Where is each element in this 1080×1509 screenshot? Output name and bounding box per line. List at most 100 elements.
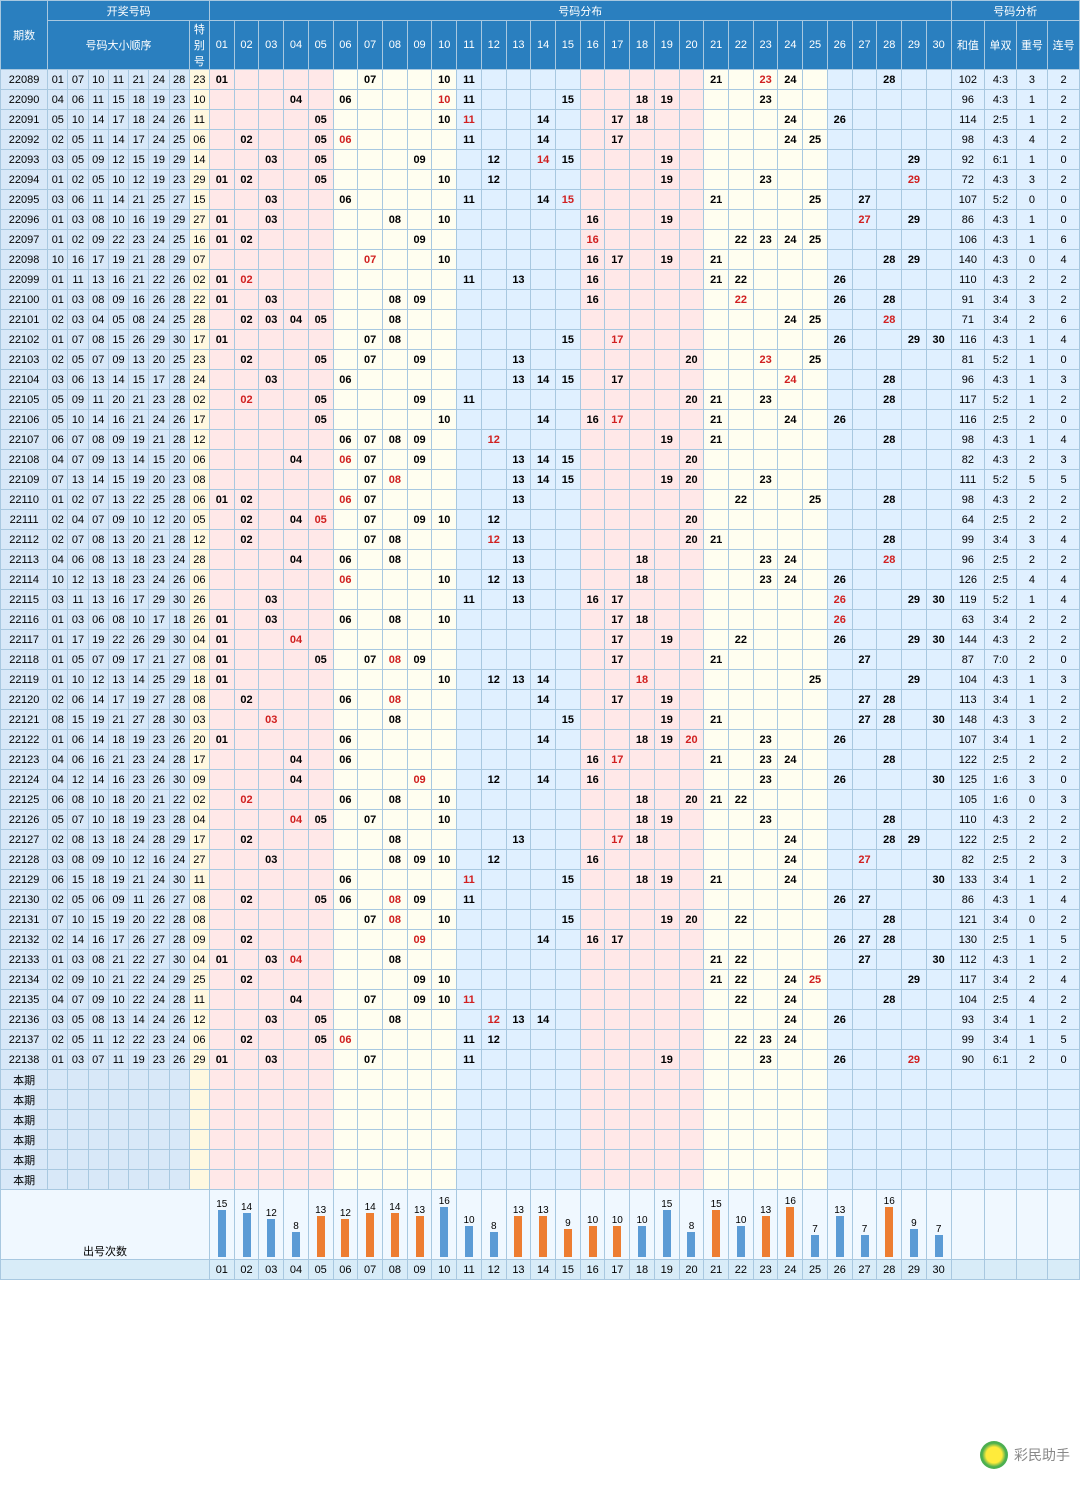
cell-rep: 1 — [1016, 870, 1047, 890]
cell-dist — [902, 370, 927, 390]
cell-dist: 17 — [605, 590, 630, 610]
cell-dist — [284, 710, 309, 730]
cell-rep: 1 — [1016, 430, 1047, 450]
cell-dist — [778, 670, 803, 690]
cell-dist: 03 — [259, 310, 284, 330]
cell-dist — [234, 550, 259, 570]
cell-dist — [729, 470, 754, 490]
cell-oe: 4:3 — [985, 210, 1016, 230]
cell-dist — [457, 970, 482, 990]
cell-dist — [852, 550, 877, 570]
cell-dist — [308, 550, 333, 570]
cell-con: 2 — [1048, 870, 1080, 890]
cell-winn: 09 — [68, 390, 88, 410]
cell-dist: 07 — [358, 810, 383, 830]
cell-dist: 05 — [308, 810, 333, 830]
cell-dist — [926, 730, 951, 750]
data-row: 2212108151921272830030308151921272830148… — [1, 710, 1080, 730]
cell-period: 22102 — [1, 330, 48, 350]
cell-dist: 16 — [580, 270, 605, 290]
cell-dist — [852, 430, 877, 450]
cell-dist: 02 — [234, 350, 259, 370]
cell-dist: 26 — [827, 270, 852, 290]
cell-dist — [531, 570, 556, 590]
cell-dist — [605, 730, 630, 750]
cell-dist: 11 — [457, 590, 482, 610]
cell-dist — [803, 550, 828, 570]
freq-cell: 14 — [382, 1190, 407, 1260]
cell-winn: 24 — [149, 230, 169, 250]
cell-winn: 10 — [88, 810, 108, 830]
freq-cell: 13 — [506, 1190, 531, 1260]
cell-con: 3 — [1048, 670, 1080, 690]
cell-dist — [382, 630, 407, 650]
cell-dist — [877, 190, 902, 210]
cell-dist — [704, 490, 729, 510]
cell-dist — [877, 1030, 902, 1050]
cell-rep: 4 — [1016, 990, 1047, 1010]
cell-dist — [803, 950, 828, 970]
th-analysis: 号码分析 — [951, 1, 1079, 21]
cell-winn: 16 — [88, 750, 108, 770]
cell-dist — [877, 730, 902, 750]
cell-dist: 08 — [382, 850, 407, 870]
cell-dist — [630, 170, 655, 190]
cell-dist — [457, 210, 482, 230]
cell-dist — [852, 670, 877, 690]
cell-dist — [679, 490, 704, 510]
cell-dist — [556, 990, 581, 1010]
cell-dist — [209, 250, 234, 270]
cell-dist — [605, 430, 630, 450]
cell-dist — [679, 990, 704, 1010]
cell-winn: 07 — [88, 510, 108, 530]
cell-dist — [753, 310, 778, 330]
cell-dist — [234, 870, 259, 890]
cell-winn: 29 — [169, 250, 189, 270]
cell-dist — [407, 330, 432, 350]
cell-dist: 07 — [358, 490, 383, 510]
cell-dist: 11 — [457, 90, 482, 110]
cell-dist — [506, 310, 531, 330]
cell-dist — [580, 1050, 605, 1070]
cell-dist: 07 — [358, 330, 383, 350]
cell-con: 2 — [1048, 270, 1080, 290]
cell-dist — [827, 830, 852, 850]
th-con: 连号 — [1048, 21, 1080, 70]
cell-dist — [803, 930, 828, 950]
footer-num: 26 — [827, 1260, 852, 1280]
cell-winn: 18 — [108, 570, 128, 590]
cell-dist — [259, 1030, 284, 1050]
cell-rep: 2 — [1016, 750, 1047, 770]
cell-dist: 07 — [358, 990, 383, 1010]
cell-dist — [704, 590, 729, 610]
cell-dist — [531, 270, 556, 290]
cell-sum: 96 — [951, 370, 985, 390]
cell-dist: 11 — [457, 1050, 482, 1070]
cell-dist — [358, 850, 383, 870]
cell-dist — [333, 390, 358, 410]
cell-winn: 09 — [88, 230, 108, 250]
freq-cell: 13 — [827, 1190, 852, 1260]
cell-dist — [827, 710, 852, 730]
cell-oe: 3:4 — [985, 530, 1016, 550]
cell-winn: 29 — [149, 590, 169, 610]
cell-dist — [432, 230, 457, 250]
cell-dist: 23 — [753, 1050, 778, 1070]
cell-dist — [556, 390, 581, 410]
cell-dist — [432, 310, 457, 330]
cell-winn: 25 — [169, 230, 189, 250]
cell-dist — [852, 310, 877, 330]
cell-dist: 17 — [605, 610, 630, 630]
cell-dist — [654, 850, 679, 870]
cell-dist — [284, 830, 309, 850]
cell-dist — [630, 410, 655, 430]
freq-row: 出号次数151412813121414131610813139101010158… — [1, 1190, 1080, 1260]
cell-dist — [432, 690, 457, 710]
cell-dist — [803, 1050, 828, 1070]
cell-dist — [753, 950, 778, 970]
cell-oe: 4:3 — [985, 630, 1016, 650]
th-winning: 开奖号码 — [48, 1, 210, 21]
cell-winn: 09 — [108, 290, 128, 310]
footer-num: 07 — [358, 1260, 383, 1280]
data-row: 2213603050813142426120305081213142426933… — [1, 1010, 1080, 1030]
